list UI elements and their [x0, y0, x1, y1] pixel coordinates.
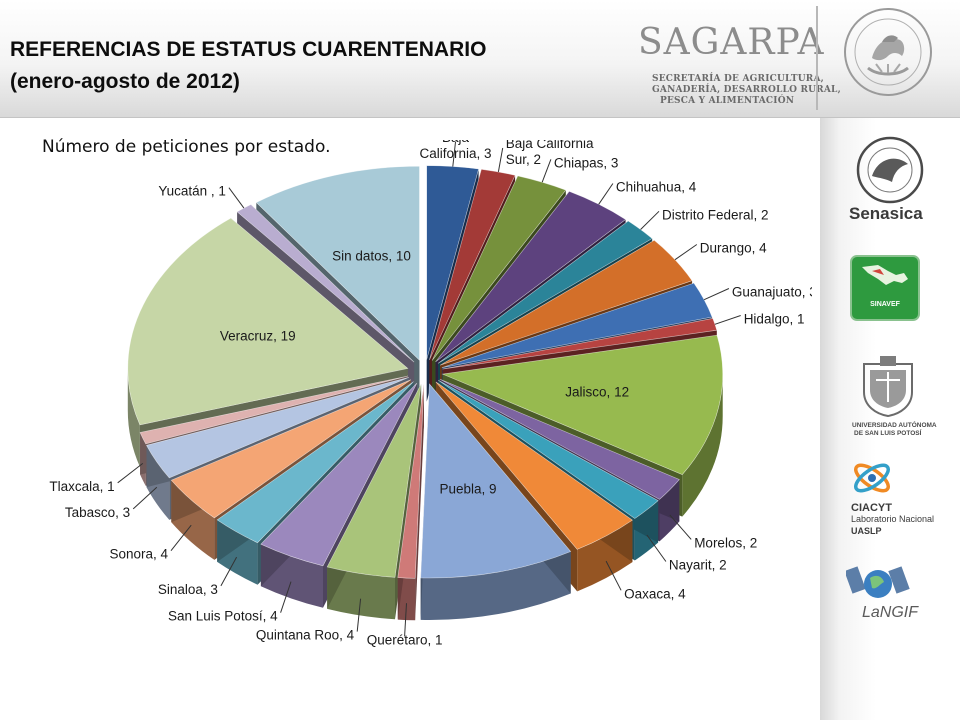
- slice-label-tlaxcala: Tlaxcala, 1: [49, 479, 114, 494]
- pie-slice-queretaro: [397, 384, 425, 621]
- slice-label-jalisco: Jalisco, 12: [565, 385, 629, 400]
- pie-slice-side: [682, 374, 723, 517]
- pie-slice-top: [441, 334, 724, 475]
- pie-slice-top: [255, 165, 420, 361]
- slice-label-queretaro: Querétaro, 1: [367, 633, 443, 648]
- pie-slice-side: [397, 577, 416, 621]
- ciacyt-wordmark: CIACYT: [851, 502, 892, 514]
- leader-line: [598, 183, 614, 205]
- slice-label-quintana-roo: Quintana Roo, 4: [256, 628, 355, 643]
- slice-label-sonora: Sonora, 4: [109, 547, 168, 562]
- slice-label-puebla: Puebla, 9: [439, 481, 496, 496]
- header-divider: [816, 6, 818, 110]
- chart-subtitle: Número de peticiones por estado.: [42, 137, 331, 157]
- slice-label-chihuahua: Chihuahua, 4: [616, 180, 697, 195]
- pie-slice-top: [170, 379, 412, 519]
- leader-line: [356, 598, 362, 632]
- slice-label-tabasco: Tabasco, 3: [65, 505, 130, 520]
- sinavef-wordmark: SINAVEF: [870, 301, 900, 308]
- pie-slice-top: [435, 191, 627, 363]
- pie-leader-lines: [117, 141, 741, 637]
- sagarpa-subtitle-line: GANADERÍA, DESARROLLO RURAL,: [652, 85, 841, 95]
- slice-label-baja-california-sur: Baja California Sur, 2: [506, 140, 594, 167]
- pie-slice-top: [326, 383, 422, 578]
- sagarpa-subtitle-line: PESCA Y ALIMENTACIÓN: [660, 96, 795, 106]
- ciacyt-uaslp-label: UASLP: [851, 526, 882, 536]
- leader-line: [605, 560, 622, 591]
- leader-line: [640, 210, 660, 230]
- slice-label-hidalgo: Hidalgo, 1: [744, 312, 805, 327]
- sagarpa-logo: SAGARPA SECRETARÍA DE AGRICULTURA, GANAD…: [634, 22, 841, 108]
- ciacyt-atom-icon: [854, 463, 890, 493]
- leader-line: [714, 315, 741, 325]
- leader-line: [117, 463, 144, 484]
- slice-label-chiapas: Chiapas, 3: [554, 155, 619, 170]
- mexico-seal-icon: [844, 8, 932, 96]
- pie-slice-side: [127, 368, 140, 467]
- pie-slice-side: [327, 566, 395, 620]
- sinavef-logo: SINAVEF: [850, 255, 920, 321]
- senasica-wordmark: Senasica: [849, 204, 923, 223]
- uaslp-name-line: DE SAN LUIS POTOSÍ: [854, 430, 922, 437]
- leader-line: [646, 534, 667, 562]
- slice-label-sin-datos: Sin datos, 10: [332, 249, 411, 264]
- leader-line: [170, 524, 192, 552]
- senasica-seal-icon: [856, 136, 924, 204]
- slice-label-guanajuato: Guanajuato, 3: [732, 285, 812, 300]
- slice-label-san-luis-potosi: San Luis Potosí, 4: [168, 609, 278, 624]
- slide-title: REFERENCIAS DE ESTATUS CUARENTENARIO: [10, 38, 487, 61]
- uaslp-shield-icon: [863, 356, 913, 418]
- slide-title-date-range: (enero-agosto de 2012): [10, 70, 240, 93]
- ciacyt-lab-label: Laboratorio Nacional: [851, 514, 935, 524]
- slice-label-durango: Durango, 4: [700, 241, 767, 256]
- leader-line: [132, 486, 158, 510]
- slice-label-nayarit: Nayarit, 2: [669, 558, 727, 573]
- slide-header: REFERENCIAS DE ESTATUS CUARENTENARIO (en…: [0, 0, 960, 118]
- pie-slice-top: [420, 383, 572, 579]
- slice-label-veracruz: Veracruz, 19: [220, 329, 296, 344]
- leader-line: [220, 556, 238, 587]
- pie-slice-puebla: [420, 383, 572, 620]
- uaslp-name-line: UNIVERSIDAD AUTÓNOMA: [852, 422, 937, 429]
- pie-slice-top: [435, 381, 633, 550]
- leader-line: [404, 603, 407, 637]
- leader-line: [452, 141, 456, 167]
- slice-label-oaxaca: Oaxaca, 4: [624, 586, 686, 601]
- sagarpa-wordmark: SAGARPA: [638, 22, 825, 63]
- leader-line: [280, 581, 292, 613]
- pie-slice-top: [439, 239, 693, 366]
- slice-label-morelos: Morelos, 2: [694, 535, 757, 550]
- leader-line: [703, 288, 730, 301]
- pie-slice-top: [260, 382, 418, 567]
- leader-line: [541, 159, 552, 183]
- sagarpa-subtitle-line: SECRETARÍA DE AGRICULTURA,: [652, 74, 824, 84]
- pie-slice-cut: [415, 384, 424, 621]
- pie-slice-top: [216, 381, 414, 544]
- leader-line: [674, 244, 698, 261]
- pie-slice-top: [429, 168, 516, 361]
- mexico-map-icon: [862, 265, 908, 285]
- pie-slice-side: [420, 551, 571, 620]
- leader-line: [228, 187, 245, 209]
- pie-slice-top: [139, 375, 409, 445]
- pie-slice-top: [146, 377, 409, 479]
- slice-label-distrito-federal: Distrito Federal, 2: [662, 207, 769, 222]
- leader-line: [669, 514, 692, 540]
- langif-wordmark: LaNGIF: [862, 604, 919, 621]
- partner-logo-sidebar: Senasica SINAVEF UNIVERSIDAD AUTÓNOMA DE…: [820, 118, 960, 720]
- pie-slice-top: [127, 217, 409, 426]
- slice-label-sinaloa: Sinaloa, 3: [158, 582, 218, 597]
- pie-slice-top: [397, 384, 425, 579]
- pie-slices: [127, 165, 724, 621]
- leader-line: [497, 147, 504, 172]
- pie-slice-top: [438, 380, 659, 519]
- pie-slice-top: [439, 378, 680, 500]
- langif-satellite-icon: [846, 566, 910, 598]
- slice-label-yucatan: Yucatán , 1: [158, 184, 226, 199]
